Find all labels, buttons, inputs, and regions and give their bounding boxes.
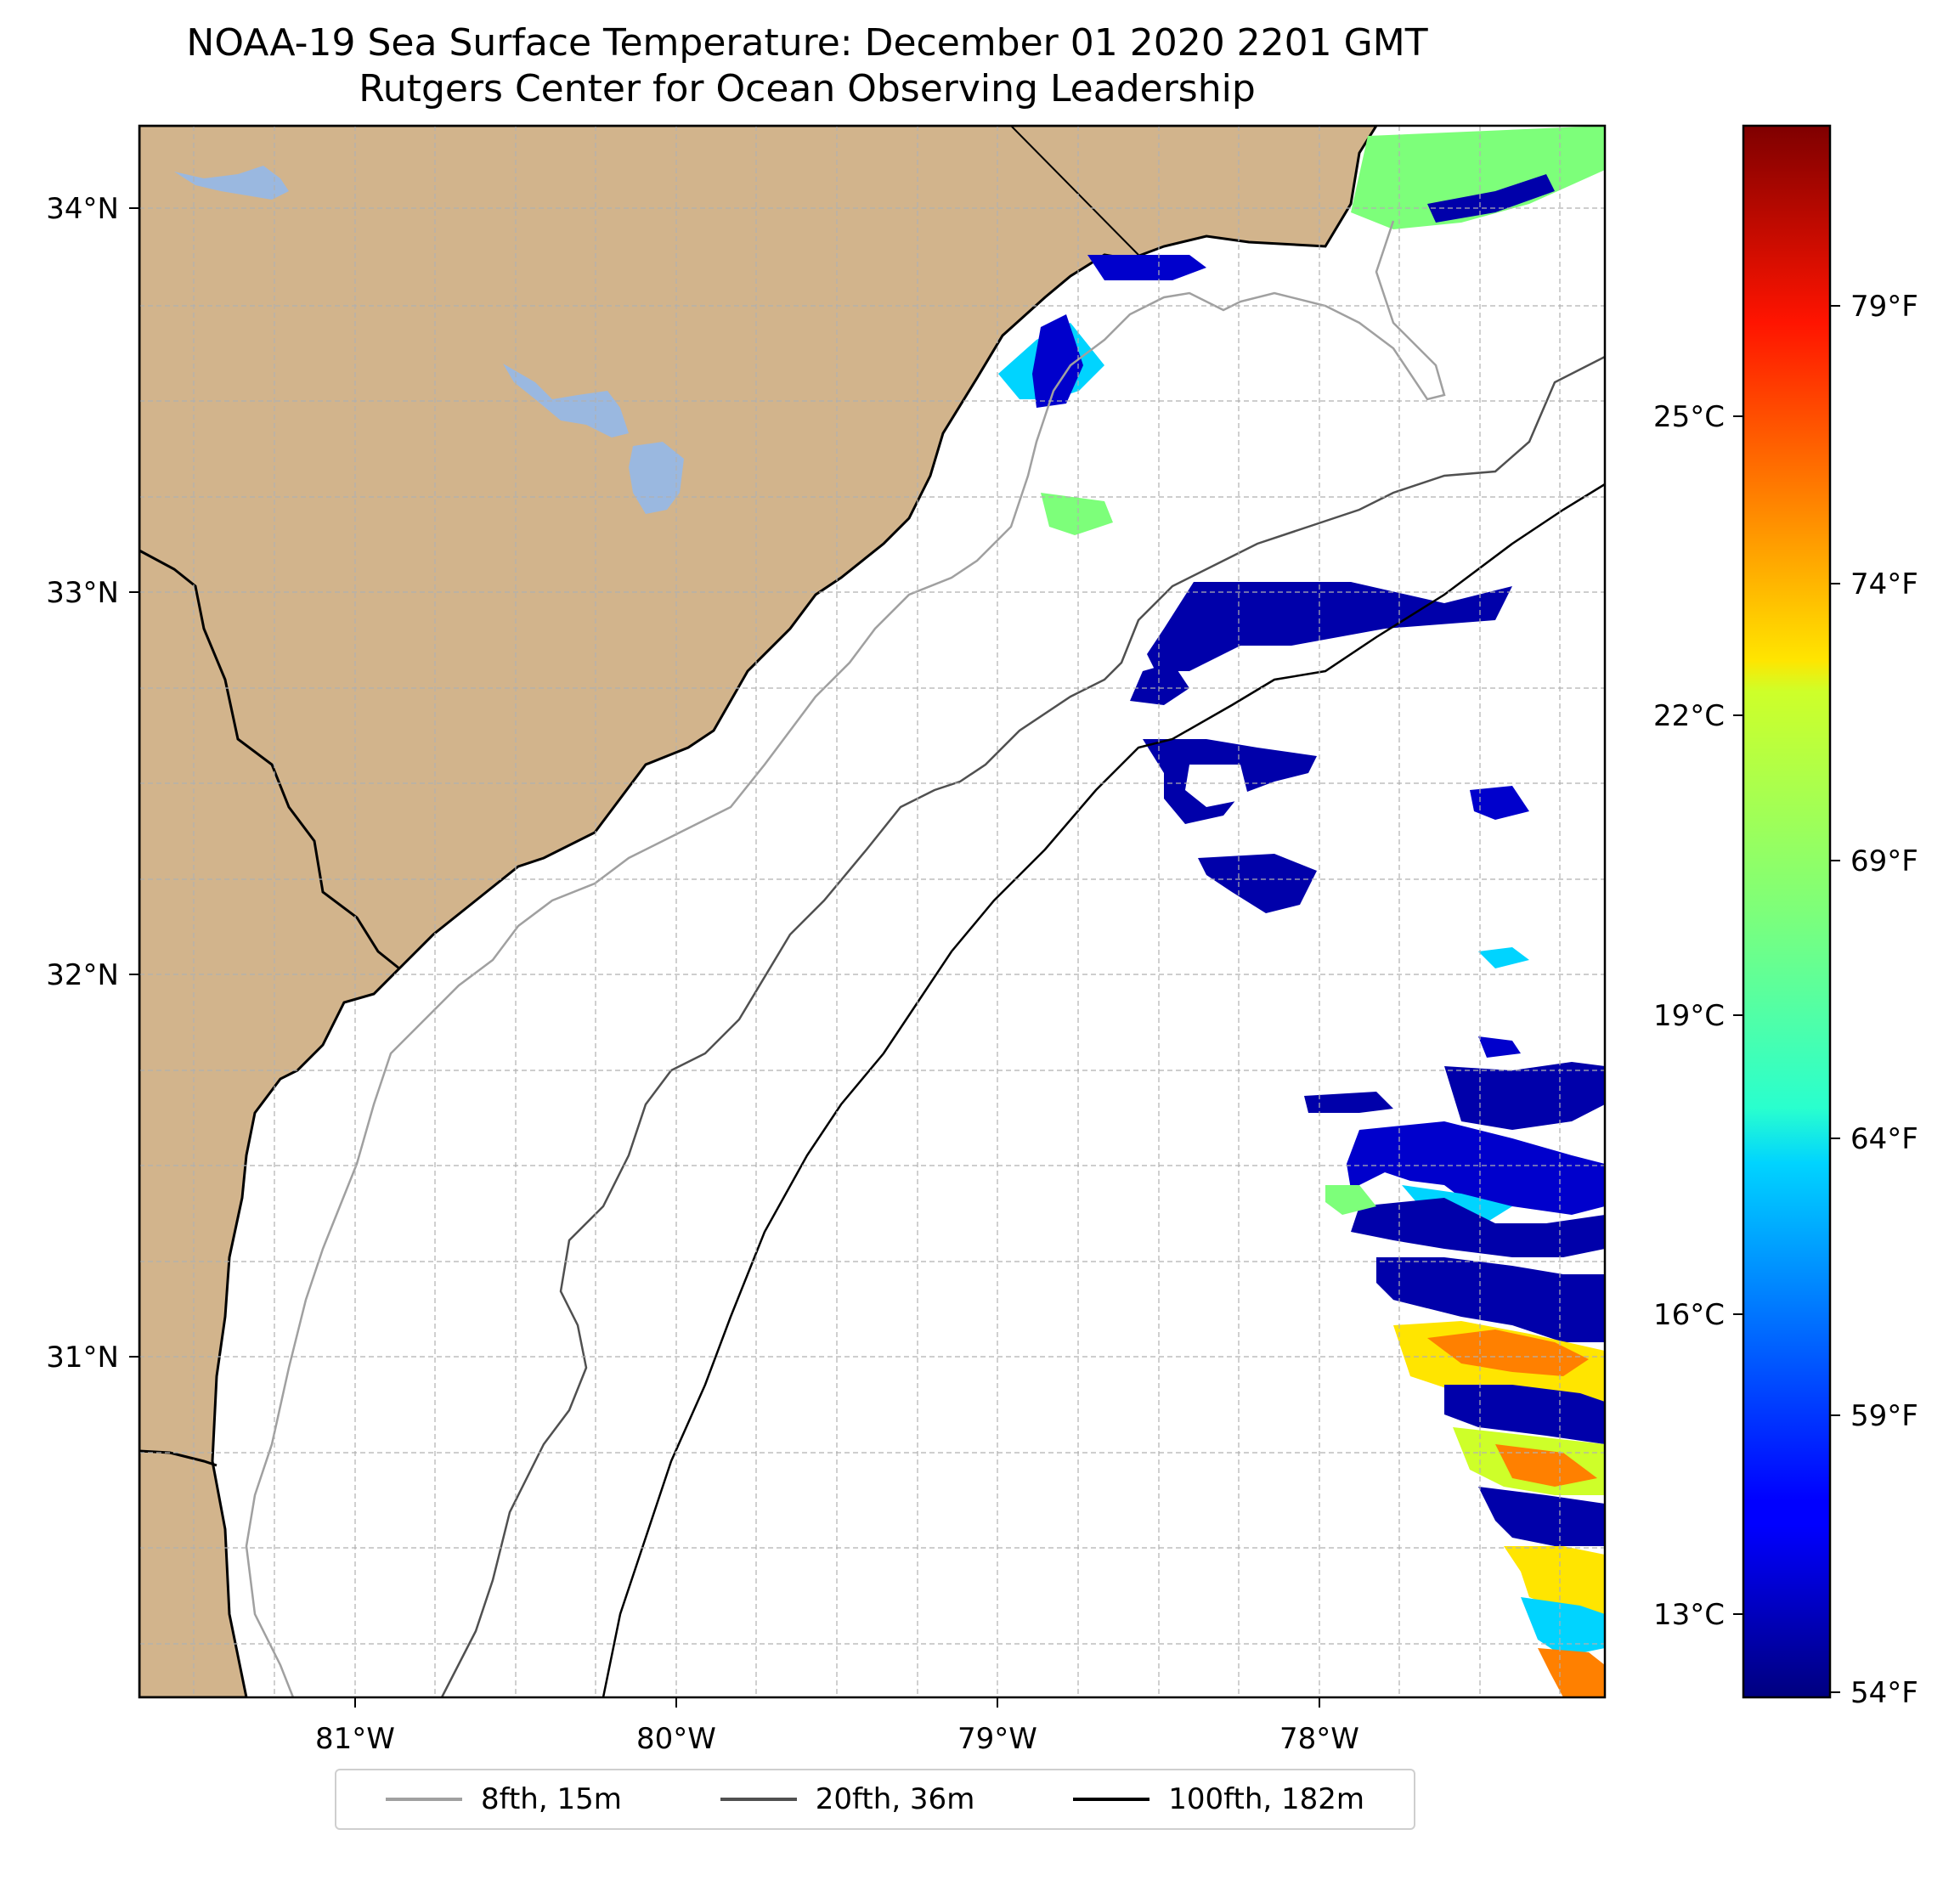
map-panel [139,126,1605,1697]
sst-patch [1427,1330,1589,1376]
lat-label: 34°N [46,192,119,226]
sst-patch [1504,1546,1605,1614]
state-border-sc-ga [139,549,400,970]
gridlines [139,126,1605,1697]
colorbar-fahrenheit-label: 79°F [1850,290,1918,324]
sst-patch [1325,1185,1376,1215]
legend-line-8fth [385,1798,462,1801]
sst-patch [1087,255,1206,280]
sst-patch [1185,765,1249,807]
sst-patch [1478,1036,1521,1058]
sst-patch [1495,1444,1597,1487]
sst-patch [1351,1198,1605,1257]
title-line-2: Rutgers Center for Ocean Observing Leade… [359,67,1256,110]
tick-marks [129,207,1320,1708]
sst-patch [1304,1092,1393,1113]
legend: 8fth, 15m 20fth, 36m 100fth, 182m [335,1769,1415,1830]
colorbar-celsius-label: 19°C [1653,999,1725,1033]
lake-north [174,166,289,200]
sst-patch [1351,126,1605,229]
chart-title: NOAA-19 Sea Surface Temperature: Decembe… [0,20,1614,112]
sst-patch [1347,1121,1605,1215]
lon-label: 79°W [957,1722,1037,1756]
colorbar-fahrenheit-label: 59°F [1850,1399,1918,1433]
state-border-ga-fl [139,1449,217,1467]
sst-patch [1521,1597,1605,1657]
lat-label: 33°N [46,576,119,610]
colorbar-celsius-label: 22°C [1653,699,1725,733]
legend-item-8fth: 8fth, 15m [385,1782,622,1816]
sst-patch [1478,1487,1605,1546]
isobath-100fth [602,483,1605,1697]
lon-label: 80°W [636,1722,716,1756]
colorbar-fahrenheit-ticks [1830,305,1840,1693]
sst-patch [1032,314,1083,408]
legend-item-20fth: 20fth, 36m [720,1782,975,1816]
colorbar-celsius-label: 13°C [1653,1598,1725,1632]
state-border-nc-sc [1010,126,1139,256]
colorbar-fahrenheit-label: 69°F [1850,844,1918,878]
lat-label: 31°N [46,1341,119,1375]
legend-line-20fth [720,1798,797,1801]
colorbar-celsius-label: 25°C [1653,400,1725,434]
colorbar-celsius-label: 16°C [1653,1298,1725,1332]
legend-label: 20fth, 36m [815,1782,975,1816]
sst-patch [1198,854,1317,913]
sst-patch [1130,663,1189,705]
isobath-8fth [245,220,1446,1697]
map-frame [138,124,1607,1699]
lon-label: 81°W [315,1722,395,1756]
lon-label: 78°W [1279,1722,1359,1756]
colorbar-fahrenheit-label: 64°F [1850,1122,1918,1156]
sst-patch [1478,947,1529,968]
lake-moultrie [629,442,684,514]
colorbar-fahrenheit-label: 54°F [1850,1676,1918,1710]
sst-patch [1393,1274,1461,1308]
colorbar-celsius-ticks [1733,415,1743,1615]
sst-patch [1470,786,1529,820]
legend-line-100fth [1073,1798,1150,1801]
sst-patch [1444,1385,1605,1444]
lat-label: 32°N [46,958,119,992]
colorbar-fahrenheit-label: 74°F [1850,567,1918,601]
sst-patch [1444,1062,1605,1130]
sst-patch [1041,493,1113,535]
sst-patch [1538,1648,1605,1697]
colorbar [1742,124,1832,1699]
legend-item-100fth: 100fth, 182m [1073,1782,1364,1816]
isobath-20fth [440,355,1605,1697]
sst-patch [1427,174,1555,223]
legend-label: 8fth, 15m [480,1782,622,1816]
legend-label: 100fth, 182m [1168,1782,1365,1816]
title-line-1: NOAA-19 Sea Surface Temperature: Decembe… [186,21,1428,65]
